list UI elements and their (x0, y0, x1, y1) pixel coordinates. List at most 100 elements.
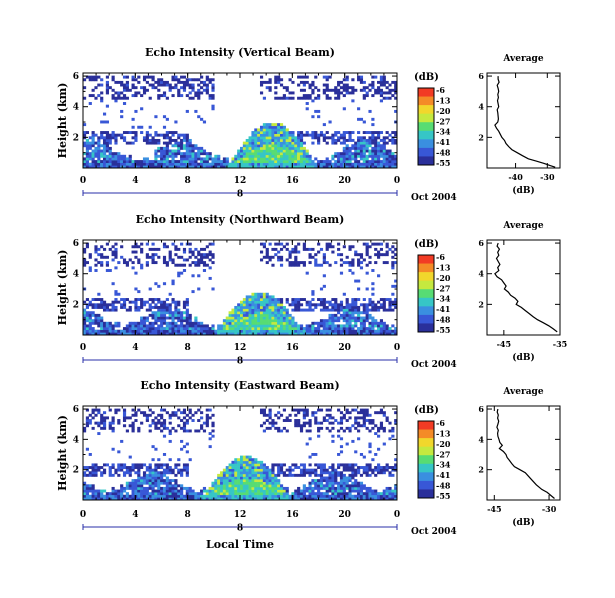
heatmap-cell (357, 316, 361, 320)
heatmap-cell (162, 94, 167, 98)
heatmap-cell (345, 321, 349, 325)
heatmap-cell (162, 424, 167, 428)
heatmap-cell (345, 146, 349, 150)
heatmap-cell (299, 88, 304, 92)
heatmap-cell (279, 263, 284, 267)
heatmap-cell (351, 497, 355, 501)
x-tick-label: 12 (234, 343, 247, 353)
heatmap-cell (339, 152, 344, 156)
heatmap-cell (362, 80, 366, 84)
heatmap-cell (348, 466, 352, 469)
heatmap-cell (185, 109, 189, 113)
heatmap-cell (128, 332, 132, 336)
heatmap-cell (100, 263, 104, 267)
heatmap-cell (302, 486, 306, 490)
heatmap-cell (208, 165, 212, 169)
heatmap-cell (211, 413, 215, 417)
heatmap-cell (125, 162, 129, 166)
heatmap-cell (142, 473, 147, 477)
heatmap-cell (371, 329, 375, 333)
heatmap-cell (254, 165, 258, 169)
heatmap-cell (171, 160, 175, 164)
heatmap-cell (105, 497, 109, 501)
heatmap-cell (85, 154, 89, 158)
heatmap-cell (151, 486, 155, 490)
heatmap-cell (242, 319, 246, 323)
heatmap-cell (111, 300, 115, 304)
heatmap-cell (145, 88, 149, 92)
heatmap-cell (248, 300, 252, 304)
heatmap-cell (165, 157, 169, 161)
heatmap-cell (282, 327, 286, 331)
heatmap-cell (102, 489, 107, 493)
heatmap-cell (368, 88, 372, 92)
heatmap-cell (188, 91, 192, 95)
heatmap-cell (128, 88, 132, 92)
heatmap-cell (265, 308, 269, 312)
heatmap-cell (325, 489, 329, 493)
heatmap-cell (259, 313, 264, 317)
heatmap-cell (94, 466, 98, 469)
heatmap-cell (151, 445, 155, 449)
heatmap-cell (331, 476, 335, 480)
heatmap-cell (231, 319, 235, 323)
heatmap-cell (294, 261, 298, 265)
heatmap-cell (271, 497, 275, 501)
heatmap-cell (257, 157, 261, 161)
heatmap-cell (88, 497, 92, 501)
heatmap-cell (174, 247, 178, 251)
heatmap-cell (165, 83, 169, 87)
heatmap-cell (197, 115, 201, 119)
heatmap-cell (117, 492, 121, 496)
heatmap-cell (268, 484, 272, 488)
heatmap-cell (268, 136, 272, 140)
heatmap-cell (339, 421, 344, 425)
heatmap-cells (83, 242, 398, 336)
heatmap-cell (248, 141, 252, 145)
heatmap-cell (205, 416, 209, 420)
heatmap-cell (85, 311, 89, 315)
heatmap-cell (348, 131, 352, 134)
heatmap-cell (377, 305, 381, 309)
heatmap-cell (345, 316, 349, 320)
heatmap-cell (168, 458, 172, 462)
heatmap-cell (125, 497, 129, 501)
heatmap-cell (91, 471, 95, 475)
heatmap-cell (334, 303, 338, 307)
profile-x-tick-label: -45 (497, 339, 511, 349)
heatmap-cell (299, 492, 304, 496)
heatmap-cell (174, 152, 178, 156)
heatmap-cell (371, 421, 375, 425)
heatmap-cell (337, 453, 341, 456)
heatmap-cell (168, 327, 172, 331)
heatmap-cell (288, 146, 292, 150)
heatmap-cell (299, 408, 304, 412)
heatmap-cell (220, 484, 224, 488)
heatmap-cell (242, 303, 246, 307)
heatmap-cell (154, 426, 158, 430)
heatmap-cell (142, 329, 147, 333)
heatmap-cell (325, 83, 329, 87)
heatmap-cell (339, 308, 344, 312)
heatmap-cell (262, 300, 266, 304)
heatmap-cell (285, 149, 289, 153)
heatmap-cell (154, 311, 158, 315)
heatmap-cell (145, 329, 149, 333)
heatmap-cell (348, 261, 352, 265)
heatmap-cell (371, 303, 375, 307)
heatmap-cell (137, 489, 141, 493)
heatmap-cell (322, 162, 326, 166)
heatmap-cell (171, 298, 175, 301)
heatmap-cell (131, 421, 135, 425)
heatmap-cell (374, 411, 378, 415)
heatmap-cell (111, 473, 115, 477)
heatmap-cell (277, 416, 281, 420)
heatmap-cell (117, 165, 121, 169)
heatmap-cell (322, 329, 326, 333)
colorbar-swatch (418, 113, 434, 123)
heatmap-cell (157, 324, 161, 328)
heatmap-cell (245, 154, 249, 158)
heatmap-cell (322, 471, 326, 475)
heatmap-cell (385, 136, 389, 140)
heatmap-cell (237, 458, 241, 462)
